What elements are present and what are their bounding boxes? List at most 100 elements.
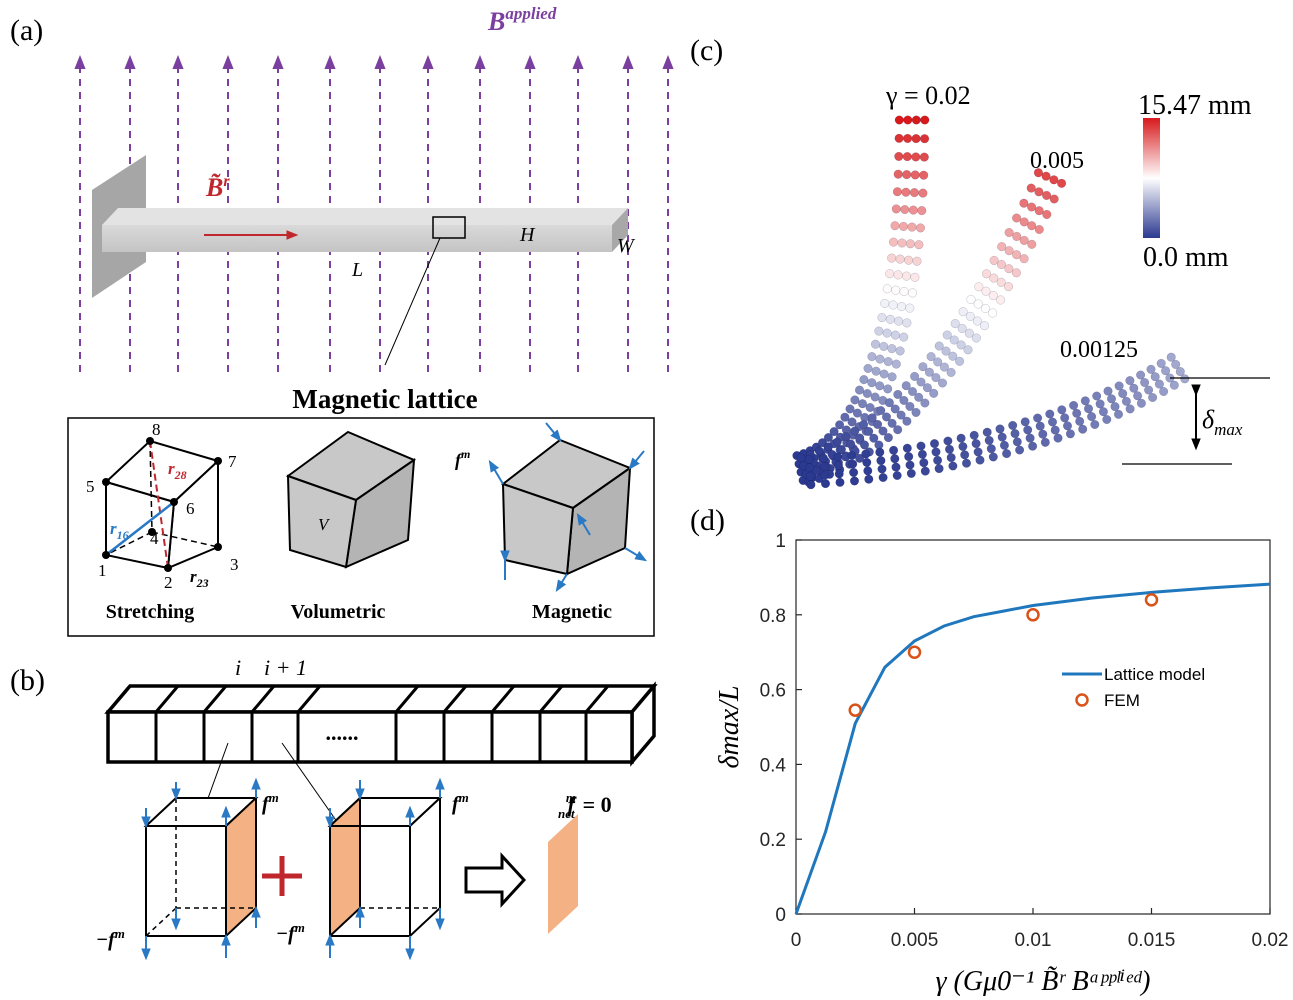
beam-node bbox=[1008, 420, 1018, 430]
beam-node bbox=[1159, 386, 1169, 397]
volumetric-cube bbox=[285, 430, 417, 569]
beam-node bbox=[974, 282, 984, 292]
panel-d: (d) 0 0.005 0.01 0.015 0.02 0 0.2 0.4 0.6 0.8 1 Lat… bbox=[690, 504, 1288, 997]
beam-node bbox=[836, 444, 846, 454]
beam-node bbox=[986, 444, 996, 454]
beam-node bbox=[1025, 433, 1035, 443]
beam-node bbox=[835, 420, 845, 430]
beam-node bbox=[973, 299, 983, 309]
beam-node bbox=[908, 205, 918, 215]
beam-node bbox=[1004, 264, 1014, 274]
beam-node bbox=[1150, 372, 1160, 382]
beam-node bbox=[1004, 246, 1014, 256]
beam-node bbox=[893, 389, 903, 399]
beam-node bbox=[1125, 376, 1135, 386]
beam-node bbox=[1140, 377, 1150, 388]
beam-node bbox=[918, 188, 928, 198]
beam-node bbox=[902, 443, 912, 453]
index-i1-label: i + 1 bbox=[264, 655, 307, 680]
beam-node bbox=[850, 395, 860, 405]
beam-node bbox=[912, 256, 922, 266]
beam-node bbox=[919, 152, 929, 162]
beam-node bbox=[846, 439, 856, 449]
beam-node bbox=[1027, 221, 1037, 231]
beam-node bbox=[995, 424, 1005, 434]
beam-node bbox=[889, 445, 899, 455]
beam-node bbox=[893, 169, 903, 179]
y-axis-label: δmax/L bbox=[714, 685, 745, 768]
beam-node bbox=[931, 447, 941, 457]
beam-node bbox=[1045, 409, 1055, 419]
beam-node bbox=[900, 204, 910, 215]
beam-node bbox=[857, 399, 868, 409]
beam-node bbox=[996, 277, 1006, 287]
beam-node bbox=[956, 340, 966, 350]
beam-node bbox=[823, 432, 833, 443]
beam-node bbox=[805, 463, 815, 473]
beam-node bbox=[1148, 392, 1158, 403]
beam-node bbox=[1090, 419, 1100, 430]
stretching-node-labels: 1 2 3 4 5 6 7 8 bbox=[86, 420, 239, 592]
beam-node bbox=[887, 253, 897, 263]
y-tick-label: 0.2 bbox=[760, 830, 786, 851]
beam-node bbox=[957, 323, 967, 333]
beam-node bbox=[1019, 235, 1029, 245]
beam-node bbox=[906, 468, 916, 478]
row-ellipsis: ...... bbox=[326, 720, 359, 745]
plus-sign bbox=[262, 856, 302, 896]
row-top-divider-2 bbox=[202, 685, 228, 713]
row-top-face bbox=[104, 684, 658, 714]
svg-text:1: 1 bbox=[98, 561, 107, 580]
beam-node bbox=[888, 300, 898, 310]
beam-node bbox=[1012, 231, 1022, 241]
beam-node bbox=[894, 133, 904, 143]
beam-node bbox=[1004, 227, 1014, 238]
beam-node bbox=[867, 352, 877, 362]
beam-node bbox=[849, 476, 860, 486]
beam-node bbox=[891, 285, 901, 295]
beam-node bbox=[902, 152, 912, 162]
panel-a: (a) Bapplied B̃r L H W Magnetic lattice bbox=[10, 4, 674, 637]
beam-node bbox=[1033, 413, 1043, 423]
beam-node bbox=[864, 426, 874, 436]
beam-node bbox=[980, 303, 990, 314]
row-top-divider-4 bbox=[296, 685, 322, 713]
beam-node bbox=[934, 464, 944, 474]
beam-node bbox=[1065, 429, 1075, 439]
beam-node bbox=[997, 242, 1007, 252]
beam-node bbox=[1095, 399, 1105, 409]
beam-node bbox=[907, 222, 917, 232]
beam-node bbox=[939, 362, 949, 372]
row-top-divider-6 bbox=[442, 685, 468, 713]
svg-text:3: 3 bbox=[230, 555, 239, 574]
beam-node bbox=[1020, 417, 1030, 427]
beam-node bbox=[922, 383, 932, 393]
beam-node bbox=[862, 388, 872, 399]
beam-node bbox=[975, 455, 985, 465]
beam-node bbox=[971, 333, 981, 343]
beam-node bbox=[883, 384, 893, 394]
beam-node bbox=[1103, 386, 1113, 396]
beam-node bbox=[1012, 250, 1022, 260]
beam-node bbox=[918, 362, 928, 372]
colorbar-max-label: 15.47 mm bbox=[1138, 90, 1252, 121]
beam-node bbox=[855, 433, 865, 443]
x-tick-label: 0.005 bbox=[891, 930, 939, 951]
beam-node bbox=[911, 115, 921, 125]
beam-node bbox=[871, 366, 881, 376]
beam-node bbox=[796, 453, 806, 463]
beam-node bbox=[966, 294, 976, 305]
beam-node bbox=[943, 436, 953, 446]
beam-node bbox=[1049, 175, 1059, 185]
beam-node bbox=[911, 152, 921, 162]
beam-node bbox=[1102, 414, 1112, 425]
beam-node bbox=[941, 346, 951, 356]
beam-node bbox=[971, 439, 981, 449]
deformed-beams bbox=[792, 115, 1190, 490]
beam-node bbox=[884, 398, 894, 408]
beam-node bbox=[832, 437, 842, 447]
beam-node bbox=[865, 402, 875, 413]
beam-node bbox=[883, 433, 893, 443]
beam-node bbox=[904, 255, 914, 265]
beam-node bbox=[905, 239, 915, 249]
